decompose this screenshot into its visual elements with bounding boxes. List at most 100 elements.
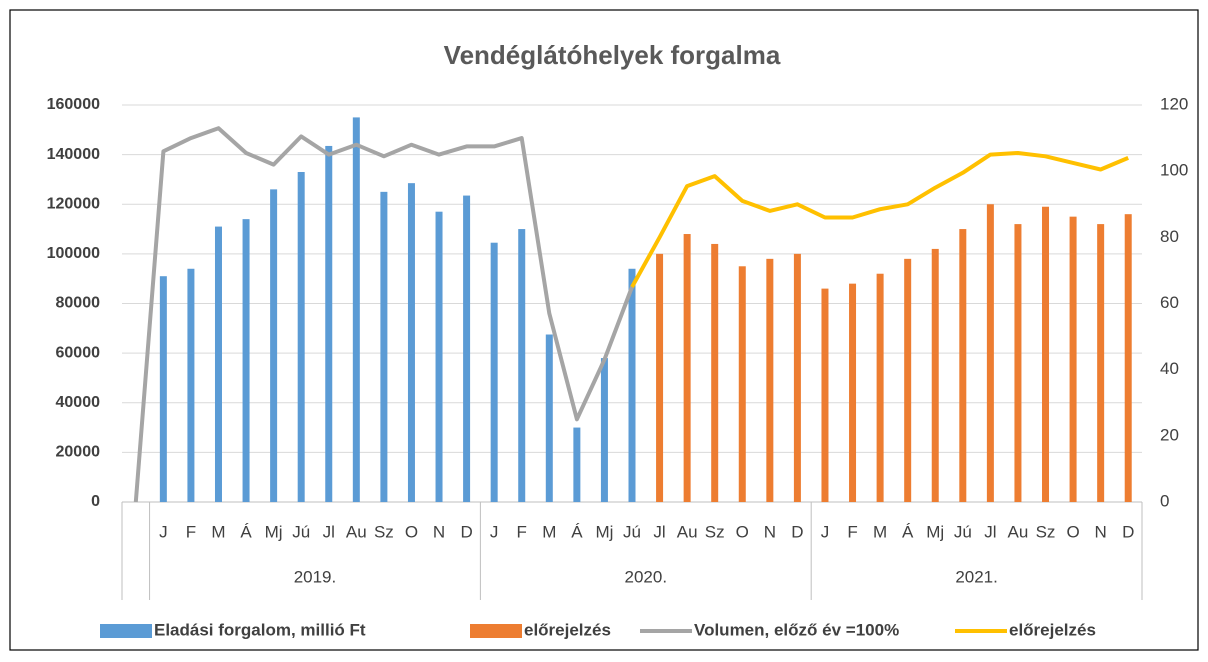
y2-tick-label: 100 bbox=[1160, 161, 1188, 180]
x-tick-label: J bbox=[159, 522, 168, 541]
bar bbox=[766, 258, 774, 502]
x-tick-label: D bbox=[1122, 522, 1134, 541]
y-tick-label: 100000 bbox=[47, 245, 100, 262]
chart-title: Vendéglátóhelyek forgalma bbox=[444, 40, 781, 70]
legend-label: előrejelzés bbox=[524, 620, 611, 639]
y-tick-label: 160000 bbox=[47, 96, 100, 113]
x-tick-label: Mj bbox=[595, 522, 613, 541]
x-tick-label: D bbox=[791, 522, 803, 541]
x-tick-label: M bbox=[873, 522, 887, 541]
y2-tick-label: 80 bbox=[1160, 227, 1179, 246]
y-tick-label: 140000 bbox=[47, 146, 100, 163]
bar bbox=[380, 191, 388, 502]
line bbox=[630, 151, 1129, 288]
bar bbox=[711, 243, 719, 502]
y-tick-label: 40000 bbox=[56, 394, 101, 411]
bar bbox=[1124, 214, 1132, 503]
bar bbox=[1014, 224, 1022, 502]
bar bbox=[1042, 206, 1050, 502]
bar bbox=[656, 253, 664, 502]
bar bbox=[1097, 224, 1105, 502]
x-tick-label: Mj bbox=[265, 522, 283, 541]
bar bbox=[904, 258, 912, 502]
bar bbox=[573, 427, 581, 502]
x-tick-label: M bbox=[211, 522, 225, 541]
group-label: 2019. bbox=[294, 567, 337, 586]
bar bbox=[849, 283, 857, 502]
x-tick-label: Sz bbox=[1036, 522, 1056, 541]
bar bbox=[738, 266, 746, 502]
bar bbox=[214, 226, 222, 503]
x-tick-label: Jú bbox=[292, 522, 310, 541]
x-tick-label: J bbox=[490, 522, 499, 541]
bar bbox=[986, 204, 994, 502]
y-tick-label: 120000 bbox=[47, 195, 100, 212]
x-tick-label: Au bbox=[677, 522, 698, 541]
x-tick-label: Á bbox=[571, 522, 583, 541]
legend-label: Eladási forgalom, millió Ft bbox=[154, 620, 366, 639]
y-tick-label: 0 bbox=[91, 493, 100, 510]
legend-label: Volumen, előző év =100% bbox=[694, 620, 899, 639]
frame bbox=[9, 9, 1199, 651]
x-tick-label: O bbox=[736, 522, 749, 541]
legend-label: előrejelzés bbox=[1009, 620, 1096, 639]
y2-tick-label: 40 bbox=[1160, 359, 1179, 378]
y2-tick-label: 120 bbox=[1160, 94, 1188, 113]
bar bbox=[187, 268, 195, 502]
y-tick-label: 20000 bbox=[56, 444, 101, 461]
bar bbox=[159, 276, 167, 502]
x-tick-label: N bbox=[433, 522, 445, 541]
bar bbox=[518, 229, 526, 502]
group-label: 2021. bbox=[955, 567, 998, 586]
x-tick-label: Au bbox=[346, 522, 367, 541]
bar bbox=[545, 334, 553, 502]
x-tick-label: Jú bbox=[623, 522, 641, 541]
y2-tick-label: 20 bbox=[1160, 425, 1179, 444]
x-tick-label: Á bbox=[902, 522, 914, 541]
bar bbox=[959, 229, 967, 502]
y-tick-label: 60000 bbox=[56, 344, 101, 361]
bar bbox=[821, 288, 829, 502]
x-tick-label: Jú bbox=[954, 522, 972, 541]
x-tick-label: Jl bbox=[323, 522, 335, 541]
x-tick-label: N bbox=[764, 522, 776, 541]
bar bbox=[297, 171, 305, 502]
x-tick-label: Mj bbox=[926, 522, 944, 541]
x-tick-label: Au bbox=[1008, 522, 1029, 541]
x-tick-label: M bbox=[542, 522, 556, 541]
x-tick-label: O bbox=[1066, 522, 1079, 541]
bar bbox=[407, 183, 415, 503]
bar bbox=[876, 273, 884, 502]
x-tick-label: Sz bbox=[374, 522, 394, 541]
legend-swatch bbox=[470, 624, 522, 638]
y-tick-label: 80000 bbox=[56, 295, 101, 312]
line bbox=[133, 126, 634, 503]
bar bbox=[463, 195, 471, 503]
group-label: 2020. bbox=[625, 567, 668, 586]
x-tick-label: O bbox=[405, 522, 418, 541]
legend-swatch bbox=[100, 624, 152, 638]
bar bbox=[628, 268, 636, 502]
bar bbox=[325, 145, 333, 503]
x-tick-label: F bbox=[847, 522, 857, 541]
bar bbox=[1069, 216, 1077, 502]
x-tick-label: F bbox=[186, 522, 196, 541]
x-tick-label: N bbox=[1095, 522, 1107, 541]
bar bbox=[931, 248, 939, 502]
bar bbox=[793, 253, 801, 502]
y2-tick-label: 60 bbox=[1160, 293, 1179, 312]
x-tick-label: Jl bbox=[984, 522, 996, 541]
x-tick-label: F bbox=[517, 522, 527, 541]
bar bbox=[270, 189, 278, 503]
x-tick-label: Sz bbox=[705, 522, 725, 541]
bar bbox=[242, 219, 250, 502]
bar bbox=[600, 358, 608, 502]
x-tick-label: J bbox=[821, 522, 830, 541]
bar bbox=[435, 211, 443, 502]
x-tick-label: D bbox=[460, 522, 472, 541]
bar bbox=[490, 242, 498, 502]
bar bbox=[683, 234, 691, 502]
x-tick-label: Jl bbox=[653, 522, 665, 541]
bar bbox=[352, 117, 360, 502]
